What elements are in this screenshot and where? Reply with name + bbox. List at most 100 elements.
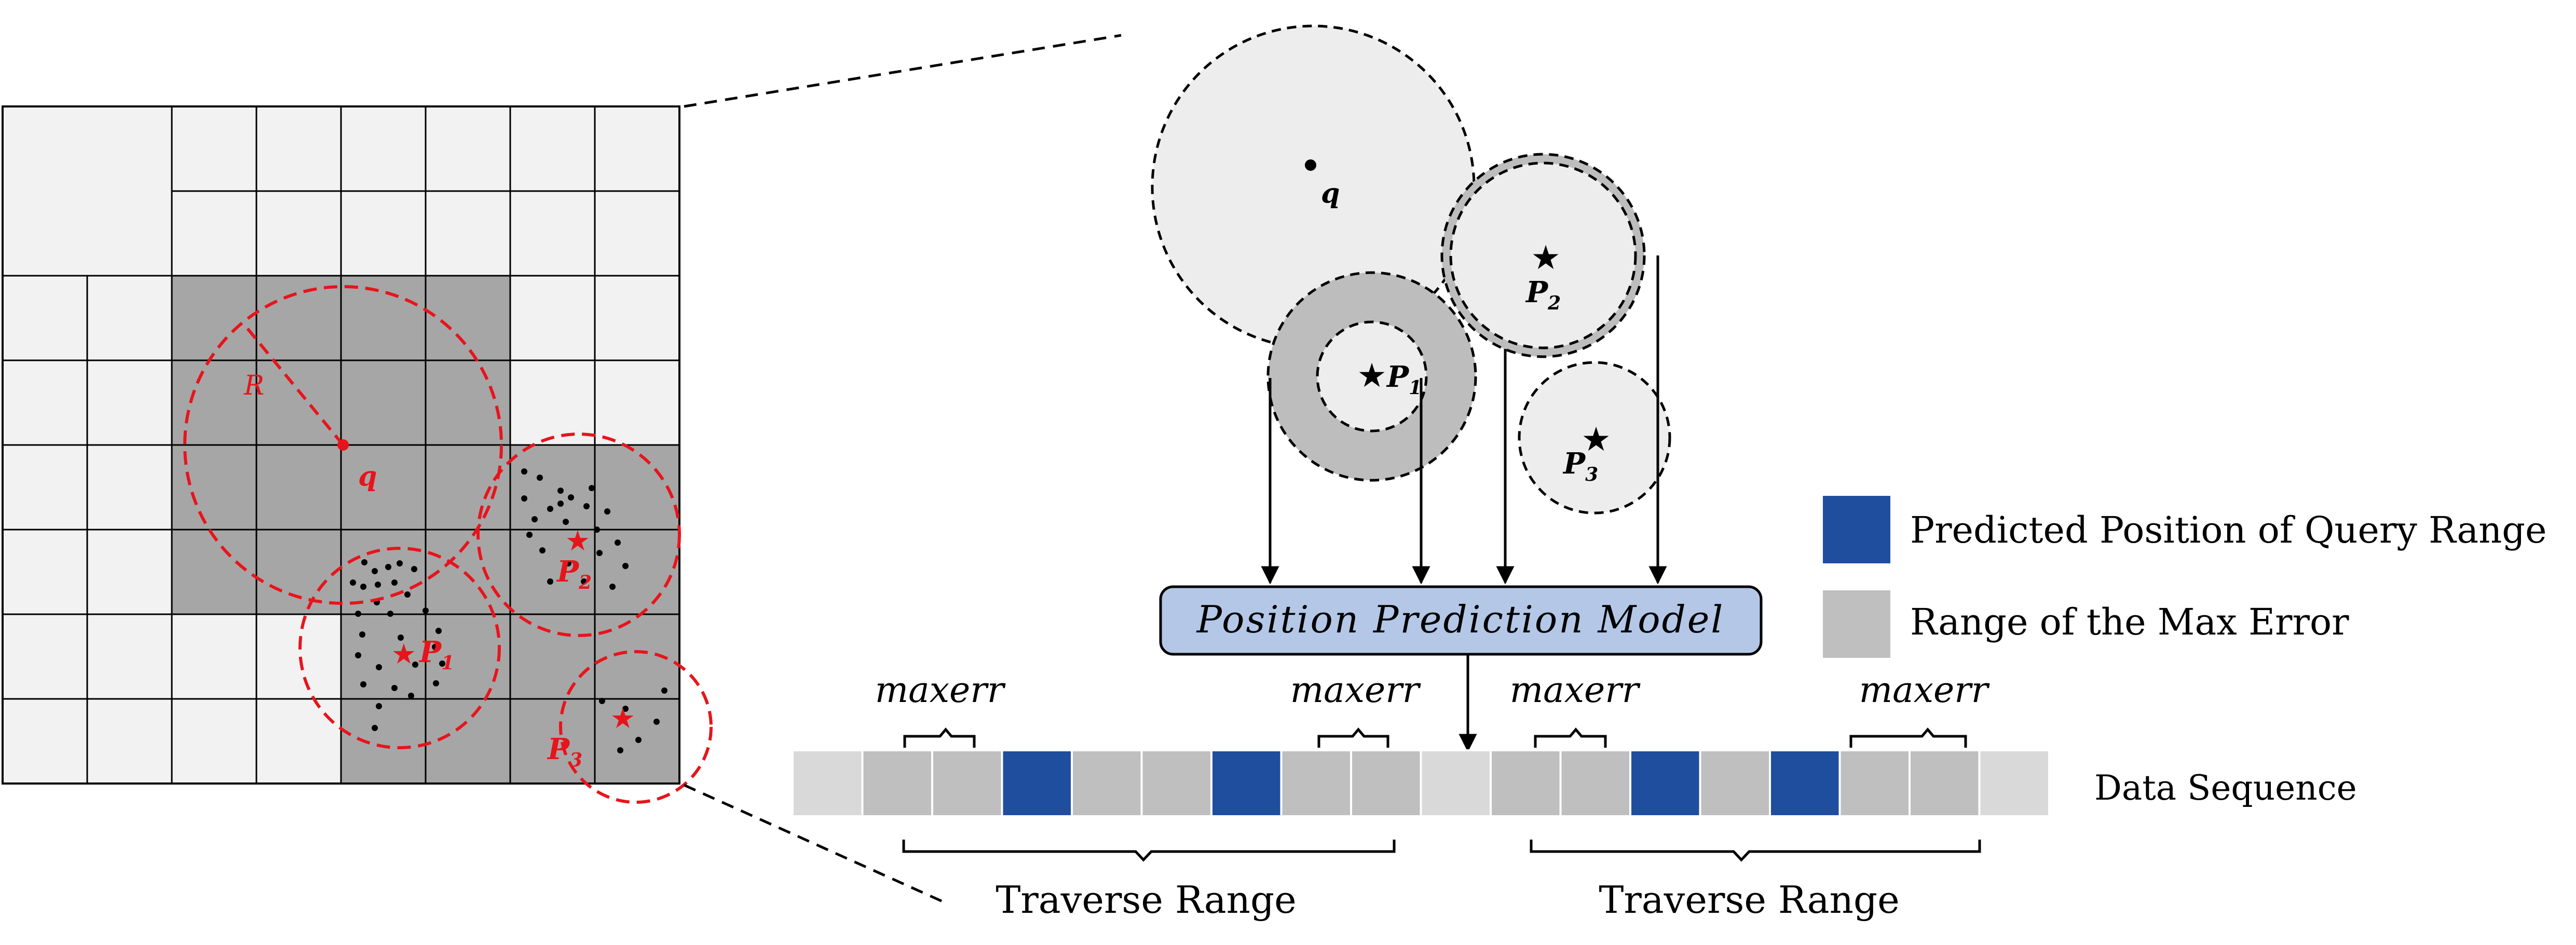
data-point	[521, 495, 527, 502]
data-point	[526, 532, 533, 538]
data-point	[355, 611, 361, 617]
grid-cell	[256, 445, 341, 530]
data-point	[435, 628, 442, 634]
data-point	[412, 662, 418, 668]
data-point	[372, 568, 378, 574]
grid-cell	[3, 530, 87, 614]
grid-cell	[595, 614, 679, 699]
sequence-cell-max-error	[1490, 749, 1562, 817]
data-point	[563, 519, 569, 525]
grid-cell	[3, 106, 87, 191]
grid-cell	[426, 699, 510, 784]
grid-cell	[172, 276, 256, 360]
radius-label: R	[243, 370, 264, 401]
grid-cell	[172, 106, 256, 191]
grid-p1-letter: P	[418, 635, 442, 669]
grid-cell	[87, 276, 172, 360]
grid-cell	[510, 276, 595, 360]
query-label: q	[358, 461, 377, 492]
sequence-cell-max-error	[1699, 749, 1771, 817]
grid-cell	[510, 614, 595, 699]
zoom-line-top	[684, 34, 1122, 108]
data-point	[609, 584, 616, 590]
data-point	[355, 652, 361, 658]
query-point	[337, 439, 349, 451]
grid-cell	[341, 445, 426, 530]
grid-cell	[510, 360, 595, 445]
maxerr-label-4: maxerr	[1859, 670, 1990, 711]
grid-cell	[87, 614, 172, 699]
sequence-cell-max-error	[1071, 749, 1143, 817]
data-point	[568, 494, 574, 501]
sequence-cell-max-error	[1559, 749, 1631, 817]
grid-cell	[510, 191, 595, 276]
data-point	[439, 660, 445, 667]
grid-cell	[256, 106, 341, 191]
traverse-label-2: Traverse Range	[1599, 878, 1899, 922]
grid-cell	[172, 530, 256, 614]
data-point	[408, 693, 414, 699]
legend-swatch-max-error	[1823, 590, 1890, 658]
grid-cell	[595, 106, 679, 191]
grid-cell	[3, 276, 87, 360]
spatial-grid	[3, 106, 679, 784]
grid-cell	[256, 699, 341, 784]
sequence-cell-predicted	[1769, 749, 1841, 817]
p1-range-circle	[298, 547, 501, 749]
data-point	[557, 501, 564, 507]
data-point	[411, 566, 417, 572]
grid-cell	[595, 530, 679, 614]
grid-cell	[595, 360, 679, 445]
data-point	[557, 488, 564, 494]
zoom-p3-letter: P	[1562, 447, 1586, 481]
legend: Predicted Position of Query Range Range …	[1823, 496, 2547, 658]
data-point	[531, 516, 538, 522]
model-label: Position Prediction Model	[1196, 598, 1725, 641]
sequence-cell-predicted	[1210, 749, 1283, 817]
zoom-p2-inner	[1449, 161, 1637, 349]
grid-cell	[595, 191, 679, 276]
maxerr-brace-2: maxerr	[1290, 670, 1421, 748]
grid-cell	[256, 614, 341, 699]
data-point	[360, 584, 366, 590]
traverse-brace-2: Traverse Range	[1530, 840, 1981, 922]
data-point	[622, 706, 629, 712]
grid-cell	[256, 360, 341, 445]
sequence-cell	[792, 749, 864, 817]
zoom-p3-sub: 3	[1585, 464, 1598, 485]
maxerr-brace-3: maxerr	[1510, 670, 1641, 748]
grid-p2-label: P2	[556, 555, 592, 593]
grid-cell	[3, 614, 87, 699]
zoom-query-point	[1305, 159, 1316, 171]
p2-range-circle	[476, 433, 681, 637]
sequence-cell-max-error	[1838, 749, 1911, 817]
data-point	[398, 634, 404, 641]
data-point	[391, 579, 398, 586]
zoom-p1-star: ★	[1357, 357, 1386, 395]
data-point	[589, 485, 595, 491]
data-point	[547, 506, 553, 512]
grid-cell	[172, 191, 256, 276]
grid-cell	[256, 530, 341, 614]
grid-p2-letter: P	[556, 555, 580, 589]
grid-cell	[341, 191, 426, 276]
grid-cell	[510, 530, 595, 614]
data-point	[387, 611, 393, 617]
data-point	[599, 698, 605, 704]
grid-cell	[426, 191, 510, 276]
grid-cell	[87, 191, 172, 276]
sequence-cell-max-error	[861, 749, 933, 817]
data-point	[404, 591, 411, 598]
data-point	[661, 687, 667, 694]
radius-line	[241, 322, 345, 446]
zoom-p1-letter: P	[1386, 360, 1410, 394]
sequence-cell-max-error	[1140, 749, 1212, 817]
traverse-brace-1: Traverse Range	[902, 840, 1396, 922]
data-point	[397, 560, 403, 566]
data-point	[391, 685, 398, 691]
data-point	[350, 579, 356, 586]
sequence-cell-max-error	[931, 749, 1003, 817]
sequence-cell-max-error	[1280, 749, 1352, 817]
